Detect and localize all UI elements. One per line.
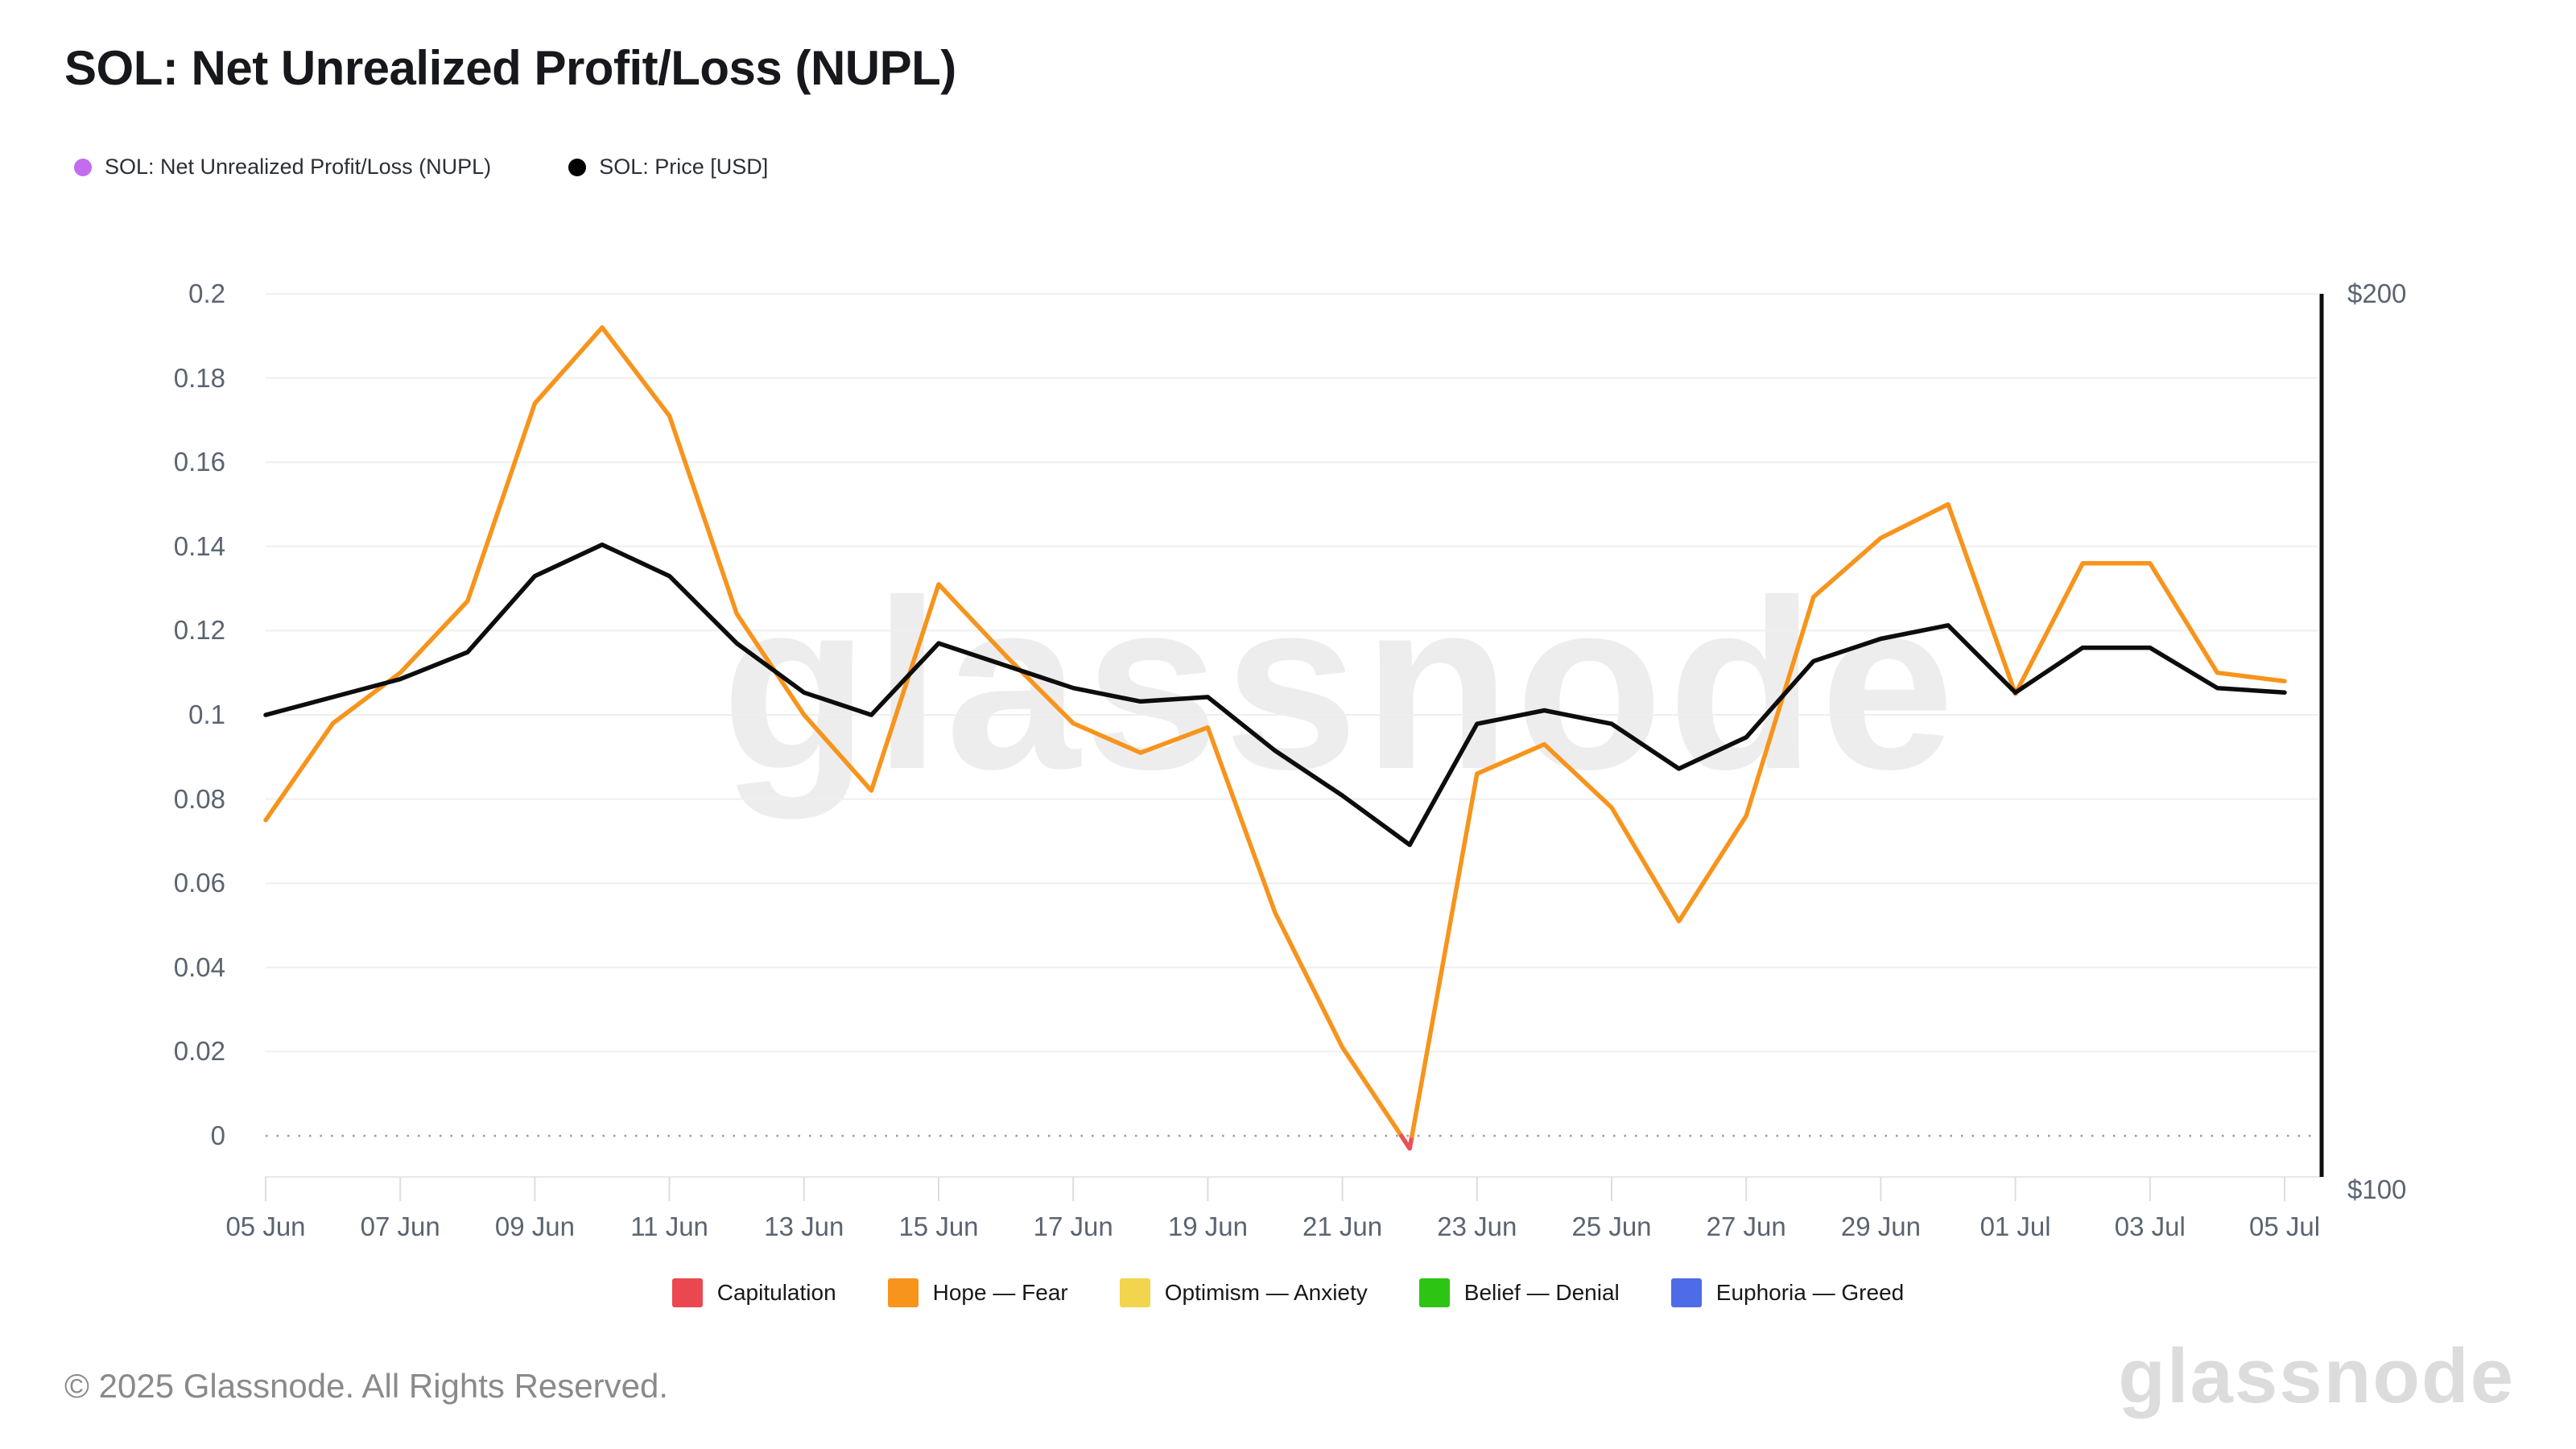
price-line: [263, 542, 2287, 848]
nupl-series-dot-icon: [74, 158, 92, 176]
zone-legend-label: Hope — Fear: [932, 1280, 1068, 1305]
glassnode-watermark: glassnode: [721, 549, 1959, 819]
x-axis-tick-label: 23 Jun: [1437, 1212, 1517, 1241]
nupl-line: [1410, 502, 2287, 1138]
x-axis-tick-label: 29 Jun: [1840, 1212, 1921, 1241]
glassnode-logo-wordmark: glassnode: [2118, 1333, 2515, 1419]
zone-legend-item[interactable]: Optimism — Anxiety: [1119, 1278, 1368, 1307]
zone-swatch-icon: [1418, 1278, 1450, 1307]
sentiment-zone-legend: Capitulation Hope — Fear Optimism — Anxiet…: [0, 1278, 2576, 1307]
x-axis-tick-label: 19 Jun: [1167, 1212, 1248, 1241]
y-axis-left-tick-label: 0.1: [188, 700, 225, 729]
y-axis-left-tick-label: 0.2: [188, 279, 225, 308]
x-axis-tick-label: 03 Jul: [2114, 1212, 2186, 1241]
x-axis-tick-label: 05 Jun: [225, 1212, 306, 1241]
zone-legend-label: Belief — Denial: [1463, 1280, 1620, 1305]
y-axis-left-tick-label: 0.16: [173, 447, 225, 477]
series-legend-label: SOL: Net Unrealized Profit/Loss (NUPL): [105, 155, 492, 179]
y-axis-left-tick-label: 0: [210, 1121, 225, 1150]
x-axis-tick-label: 15 Jun: [898, 1212, 979, 1241]
zone-legend-label: Optimism — Anxiety: [1164, 1280, 1368, 1305]
page-title: SOL: Net Unrealized Profit/Loss (NUPL): [64, 41, 956, 95]
x-axis-tick-label: 21 Jun: [1302, 1212, 1383, 1241]
y-axis-left-tick-label: 0.08: [173, 783, 225, 814]
x-axis-tick-label: 09 Jun: [494, 1212, 575, 1241]
zone-swatch-icon: [1670, 1278, 1702, 1307]
series-legend-item-nupl[interactable]: SOL: Net Unrealized Profit/Loss (NUPL): [74, 155, 491, 180]
y-axis-right-tick-label: $200: [2347, 279, 2407, 308]
y-axis-left-tick-label: 0.18: [173, 362, 225, 393]
y-axis-right-tick-label: $100: [2347, 1174, 2407, 1204]
nupl-line-capitulation-segment: [1399, 1133, 1414, 1151]
zone-legend-item[interactable]: Capitulation: [671, 1278, 836, 1307]
y-axis-left-tick-label: 0.06: [173, 868, 225, 898]
x-axis-tick-label: 27 Jun: [1706, 1212, 1786, 1241]
x-axis-tick-label: 13 Jun: [764, 1212, 844, 1241]
x-axis-tick-label: 07 Jun: [360, 1212, 440, 1241]
y-axis-left-tick-label: 0.12: [173, 615, 225, 646]
zone-swatch-icon: [887, 1278, 919, 1307]
x-axis-tick-label: 05 Jul: [2248, 1212, 2321, 1241]
y-axis-left-tick-label: 0.04: [173, 952, 225, 982]
y-axis-left-tick-label: 0.02: [173, 1036, 225, 1067]
x-axis-tick-label: 17 Jun: [1033, 1212, 1113, 1241]
x-axis-tick-label: 25 Jun: [1571, 1212, 1652, 1241]
copyright-text: © 2025 Glassnode. All Rights Reserved.: [64, 1367, 669, 1405]
zone-legend-item[interactable]: Hope — Fear: [887, 1278, 1068, 1307]
x-axis-tick-label: 11 Jun: [630, 1212, 708, 1241]
zone-swatch-icon: [671, 1278, 703, 1307]
price-series-dot-icon: [568, 158, 587, 176]
x-axis-tick-label: 01 Jul: [1979, 1212, 2051, 1241]
series-legend-label: SOL: Price [USD]: [599, 155, 769, 179]
series-legend-item-price[interactable]: SOL: Price [USD]: [568, 155, 768, 180]
zone-legend-label: Euphoria — Greed: [1715, 1280, 1905, 1305]
zone-legend-label: Capitulation: [716, 1280, 836, 1305]
y-axis-left-tick-label: 0.14: [173, 530, 225, 561]
zone-legend-item[interactable]: Belief — Denial: [1418, 1278, 1620, 1307]
nupl-line: [263, 325, 1404, 1138]
zone-legend-item[interactable]: Euphoria — Greed: [1670, 1278, 1905, 1307]
series-legend: SOL: Net Unrealized Profit/Loss (NUPL) S…: [74, 155, 768, 180]
zone-swatch-icon: [1119, 1278, 1150, 1307]
